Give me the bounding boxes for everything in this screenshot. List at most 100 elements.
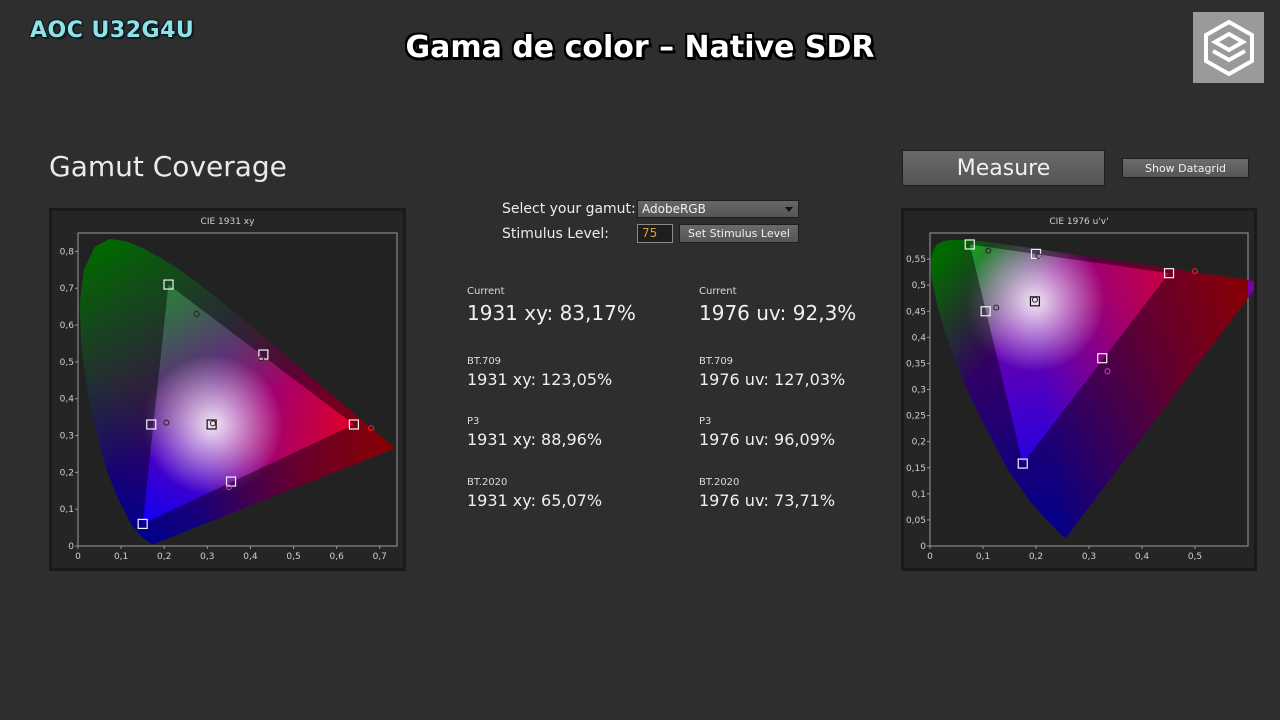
- cie-1931-chart-panel: CIE 1931 xy 0 0,1 0,2 0,3 0,4 0,5 0,6 0,7 0 0,1 0,2…: [49, 208, 406, 571]
- x-tick-label: 0,3: [1082, 552, 1096, 562]
- y-tick-label: 0: [68, 542, 74, 552]
- result-label: Current: [699, 286, 737, 297]
- result-value: 1931 xy: 123,05%: [467, 370, 613, 389]
- measured-point: [193, 311, 200, 318]
- x-tick-label: 0,4: [1135, 552, 1150, 562]
- x-tick-label: 0: [75, 552, 81, 562]
- measured-point: [1031, 296, 1038, 303]
- stimulus-label: Stimulus Level:: [502, 226, 609, 242]
- measured-point: [993, 304, 1000, 311]
- target-point: [1017, 458, 1028, 469]
- measured-point: [368, 425, 375, 432]
- chart-title: CIE 1931 xy: [201, 217, 256, 227]
- measured-point: [163, 419, 170, 426]
- show-datagrid-button[interactable]: Show Datagrid: [1122, 158, 1249, 178]
- result-bt709-1931: BT.709 1931 xy: 123,05%: [467, 356, 612, 389]
- cie-1931-chart: CIE 1931 xy 0 0,1 0,2 0,3 0,4 0,5 0,6 0,7 0 0,1 0,2…: [60, 217, 398, 562]
- result-label: P3: [699, 416, 712, 427]
- y-tick-label: 0,25: [906, 412, 926, 422]
- measured-point: [209, 420, 216, 427]
- result-p3-1931: P3 1931 xy: 88,96%: [467, 416, 602, 449]
- result-label: BT.2020: [467, 477, 508, 488]
- result-value: 1976 uv: 96,09%: [699, 430, 836, 449]
- x-tick-label: 0,5: [286, 552, 300, 562]
- y-tick-label: 0,05: [906, 516, 926, 526]
- y-tick-label: 0,5: [912, 281, 926, 291]
- y-tick-label: 0,2: [60, 468, 74, 478]
- result-value: 1976 uv: 73,71%: [699, 491, 836, 510]
- result-value: 1976 uv: 127,03%: [699, 370, 846, 389]
- target-point: [137, 518, 148, 530]
- x-tick-label: 0: [927, 552, 933, 562]
- measured-point: [225, 484, 232, 491]
- y-tick-label: 0,3: [60, 432, 74, 442]
- target-point: [163, 279, 174, 290]
- result-label: BT.2020: [699, 477, 740, 488]
- result-current-1931: Current 1931 xy: 83,17%: [467, 286, 636, 325]
- target-point: [1097, 353, 1108, 364]
- measure-button[interactable]: Measure: [902, 150, 1105, 186]
- x-tick-label: 0,5: [1188, 552, 1202, 562]
- y-tick-label: 0,1: [912, 490, 926, 500]
- brand-label: AOC U32G4U: [30, 18, 195, 43]
- chart-title: CIE 1976 u'v': [1049, 217, 1108, 227]
- y-tick-label: 0,55: [906, 255, 926, 265]
- target-point: [348, 419, 359, 430]
- measured-point: [258, 355, 265, 362]
- result-value: 1976 uv: 92,3%: [699, 301, 857, 325]
- video-title: Gama de color – Native SDR: [405, 30, 875, 65]
- x-tick-label: 0,1: [114, 552, 128, 562]
- y-tick-label: 0,45: [906, 307, 926, 317]
- result-label: BT.709: [699, 356, 734, 367]
- x-tick-label: 0,2: [1029, 552, 1043, 562]
- x-tick-label: 0,1: [976, 552, 990, 562]
- stimulus-input[interactable]: 75: [637, 224, 673, 243]
- measured-point: [1104, 368, 1111, 375]
- y-tick-label: 0,6: [60, 321, 75, 331]
- x-tick-label: 0,6: [329, 552, 344, 562]
- result-p3-1976: P3 1976 uv: 96,09%: [699, 416, 835, 449]
- y-tick-label: 0: [920, 542, 926, 552]
- result-current-1976: Current 1976 uv: 92,3%: [699, 286, 856, 325]
- y-tick-label: 0,8: [60, 247, 75, 257]
- result-label: BT.709: [467, 356, 502, 367]
- y-tick-label: 0,1: [60, 505, 74, 515]
- y-tick-label: 0,15: [906, 464, 926, 474]
- y-tick-label: 0,3: [912, 386, 926, 396]
- target-point: [964, 239, 975, 250]
- result-value: 1931 xy: 65,07%: [467, 491, 603, 510]
- set-stimulus-button[interactable]: Set Stimulus Level: [679, 224, 799, 243]
- measured-point: [985, 247, 992, 254]
- y-tick-label: 0,4: [912, 333, 927, 343]
- target-point: [980, 306, 991, 317]
- gamut-label: Select your gamut:: [502, 201, 636, 217]
- target-point: [206, 419, 217, 430]
- result-label: P3: [467, 416, 480, 427]
- cie-1976-chart-panel: CIE 1976 u'v' 0 0,1 0,2 0,3 0,4 0,5 0 0,05 0,1 0,1…: [901, 208, 1257, 571]
- gamut-select[interactable]: AdobeRGB: [637, 200, 799, 218]
- result-bt2020-1931: BT.2020 1931 xy: 65,07%: [467, 477, 602, 510]
- page-title: Gamut Coverage: [49, 150, 287, 183]
- x-tick-label: 0,3: [200, 552, 214, 562]
- y-tick-label: 0,35: [906, 359, 926, 369]
- cie-1976-chart: CIE 1976 u'v' 0 0,1 0,2 0,3 0,4 0,5 0 0,05 0,1 0,1…: [906, 217, 1254, 562]
- result-bt709-1976: BT.709 1976 uv: 127,03%: [699, 356, 845, 389]
- result-label: Current: [467, 286, 505, 297]
- x-tick-label: 0,7: [373, 552, 387, 562]
- chevron-down-icon: [785, 207, 793, 212]
- x-tick-label: 0,4: [243, 552, 258, 562]
- result-value: 1931 xy: 88,96%: [467, 430, 603, 449]
- result-bt2020-1976: BT.2020 1976 uv: 73,71%: [699, 477, 835, 510]
- x-tick-label: 0,2: [157, 552, 171, 562]
- y-tick-label: 0,2: [912, 438, 926, 448]
- y-tick-label: 0,5: [60, 358, 74, 368]
- measured-point: [1192, 268, 1198, 275]
- y-tick-label: 0,4: [60, 395, 75, 405]
- gamut-select-value: AdobeRGB: [642, 202, 706, 216]
- measured-point: [1035, 252, 1042, 259]
- y-tick-label: 0,7: [60, 284, 74, 294]
- result-value: 1931 xy: 83,17%: [467, 301, 636, 325]
- target-point: [146, 419, 157, 430]
- hexagon-cube-logo-icon: [1193, 12, 1264, 83]
- target-point: [1163, 268, 1175, 279]
